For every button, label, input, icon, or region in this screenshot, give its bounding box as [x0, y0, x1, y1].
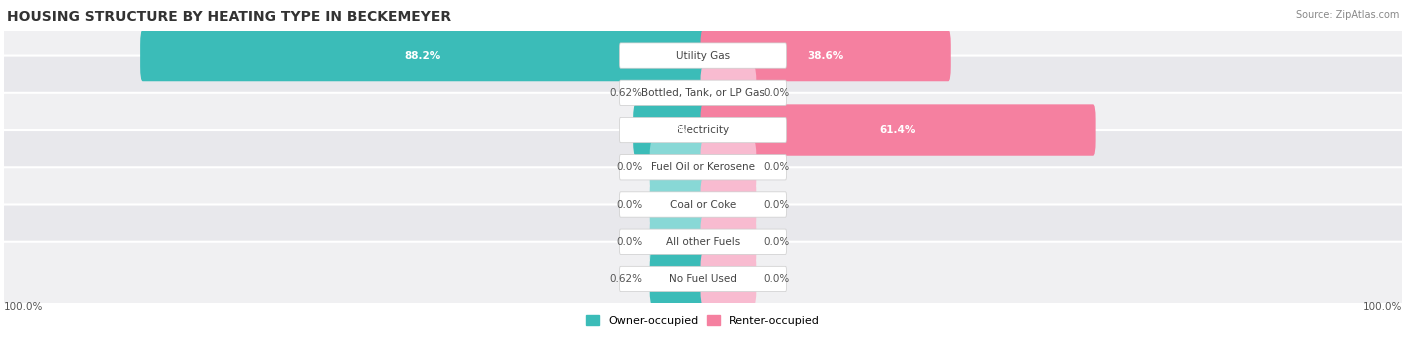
Text: Utility Gas: Utility Gas [676, 51, 730, 61]
Text: 0.0%: 0.0% [763, 200, 790, 209]
FancyBboxPatch shape [1, 130, 1405, 204]
FancyBboxPatch shape [1, 204, 1405, 279]
Text: No Fuel Used: No Fuel Used [669, 274, 737, 284]
Text: 10.6%: 10.6% [651, 125, 688, 135]
FancyBboxPatch shape [700, 253, 756, 305]
FancyBboxPatch shape [620, 117, 786, 143]
Text: 0.62%: 0.62% [610, 88, 643, 98]
Text: 88.2%: 88.2% [405, 51, 441, 61]
Text: 100.0%: 100.0% [1362, 302, 1402, 312]
FancyBboxPatch shape [650, 253, 706, 305]
Text: 0.62%: 0.62% [610, 274, 643, 284]
Text: Coal or Coke: Coal or Coke [669, 200, 737, 209]
Text: HOUSING STRUCTURE BY HEATING TYPE IN BECKEMEYER: HOUSING STRUCTURE BY HEATING TYPE IN BEC… [7, 10, 451, 24]
FancyBboxPatch shape [650, 179, 706, 230]
FancyBboxPatch shape [620, 155, 786, 180]
FancyBboxPatch shape [1, 93, 1405, 167]
Text: 61.4%: 61.4% [880, 125, 917, 135]
FancyBboxPatch shape [620, 80, 786, 105]
Text: Electricity: Electricity [676, 125, 730, 135]
Text: Source: ZipAtlas.com: Source: ZipAtlas.com [1295, 10, 1399, 20]
FancyBboxPatch shape [700, 30, 950, 81]
Text: 0.0%: 0.0% [763, 237, 790, 247]
FancyBboxPatch shape [700, 104, 1095, 156]
Text: 0.0%: 0.0% [616, 162, 643, 172]
FancyBboxPatch shape [650, 67, 706, 119]
FancyBboxPatch shape [620, 43, 786, 68]
Text: 38.6%: 38.6% [807, 51, 844, 61]
FancyBboxPatch shape [650, 141, 706, 193]
FancyBboxPatch shape [141, 30, 706, 81]
FancyBboxPatch shape [633, 104, 706, 156]
FancyBboxPatch shape [700, 216, 756, 268]
FancyBboxPatch shape [1, 167, 1405, 242]
FancyBboxPatch shape [620, 266, 786, 292]
Text: 0.0%: 0.0% [763, 88, 790, 98]
FancyBboxPatch shape [1, 55, 1405, 130]
FancyBboxPatch shape [620, 192, 786, 217]
Text: 0.0%: 0.0% [616, 237, 643, 247]
Text: 0.0%: 0.0% [616, 200, 643, 209]
FancyBboxPatch shape [1, 18, 1405, 93]
Text: Bottled, Tank, or LP Gas: Bottled, Tank, or LP Gas [641, 88, 765, 98]
Legend: Owner-occupied, Renter-occupied: Owner-occupied, Renter-occupied [581, 311, 825, 330]
FancyBboxPatch shape [620, 229, 786, 254]
Text: 0.0%: 0.0% [763, 162, 790, 172]
FancyBboxPatch shape [650, 216, 706, 268]
Text: 0.0%: 0.0% [763, 274, 790, 284]
Text: 100.0%: 100.0% [4, 302, 44, 312]
FancyBboxPatch shape [1, 242, 1405, 316]
Text: All other Fuels: All other Fuels [666, 237, 740, 247]
FancyBboxPatch shape [700, 141, 756, 193]
Text: Fuel Oil or Kerosene: Fuel Oil or Kerosene [651, 162, 755, 172]
FancyBboxPatch shape [700, 67, 756, 119]
FancyBboxPatch shape [700, 179, 756, 230]
